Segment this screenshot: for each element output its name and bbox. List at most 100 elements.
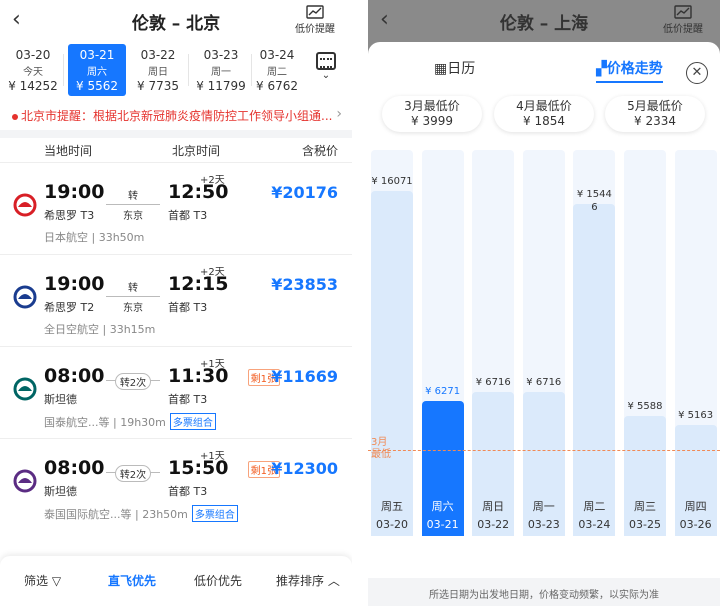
month-low-price: ¥ 2334	[634, 114, 676, 128]
bar-date-label: 03-20	[376, 518, 408, 531]
flight-row[interactable]: 08:00 斯坦德 转2次 +1天 15:50 首都 T3 剩1张 ¥12300 泰国国际航空.…	[0, 438, 352, 530]
month-low-label: 5月最低价	[627, 99, 683, 113]
bar-03-23	[522, 391, 565, 536]
bar-value-label: ¥ 6716	[475, 376, 511, 388]
month-low-price: ¥ 3999	[411, 114, 453, 128]
date-week: 周六	[87, 67, 107, 78]
monthly-lows: 3月最低价 ¥ 3999 4月最低价 ¥ 1854 5月最低价 ¥ 2334	[368, 96, 720, 134]
filter-label: 筛选	[24, 574, 49, 588]
recommend-sort-label: 推荐排序	[276, 574, 325, 588]
reference-line-label: 3月 最低	[371, 437, 391, 461]
via-badge: 转2次	[114, 373, 152, 390]
date-item[interactable]: 03-24 周二 ¥ 6762	[254, 44, 300, 96]
trend-chart-icon	[674, 5, 692, 19]
back-chevron-icon[interactable]: ‹	[12, 7, 21, 32]
footnote: 所选日期为出发地日期，价格变动频繁，以实际为准	[368, 578, 720, 606]
calendar-icon	[316, 52, 336, 70]
bar-column-03-24[interactable]: ¥ 1544 6 周二 03-24	[573, 150, 616, 536]
tab-price-trend[interactable]: ▞价格走势	[596, 58, 663, 83]
departure-time: 08:00	[44, 457, 105, 479]
via-line	[106, 204, 160, 205]
bar-03-25	[624, 415, 666, 536]
price-trend-sheet: ▦日历 ▞价格走势 ✕ 3月最低价 ¥ 3999 4月最低价 ¥ 1854 5月最低…	[368, 42, 720, 606]
departure-time: 19:00	[44, 181, 105, 203]
bar-03-24	[573, 204, 616, 536]
bar-column-03-21[interactable]: ¥ 6271 周六 03-21	[421, 150, 464, 536]
bar-column-03-22[interactable]: ¥ 6716 周日 03-22	[472, 150, 515, 536]
date-strip: 03-20 今天 ¥ 14252 03-21 周六 ¥ 5562 03-22 周日 ¥ 77…	[0, 44, 352, 98]
panel-divider	[352, 0, 368, 606]
bar-03-20	[371, 190, 413, 536]
bar-value-label: ¥ 6271	[425, 386, 461, 398]
airline-logo-icon	[13, 193, 37, 217]
flight-meta: 全日空航空 | 33h15m	[44, 323, 156, 336]
tab-calendar[interactable]: ▦日历	[434, 58, 475, 78]
flight-meta: 日本航空 | 33h50m	[44, 231, 145, 244]
price-trend-chart: ¥ 16071 周五 03-20 ¥ 6271 周六 03-21 ¥ 6716 周日 03-22…	[368, 150, 720, 536]
arrival-time: 12:15	[168, 273, 229, 295]
date-item-selected[interactable]: 03-21 周六 ¥ 5562	[68, 44, 126, 96]
date-divider	[251, 54, 252, 86]
date-price: ¥ 7735	[137, 79, 179, 93]
month-low-label: 4月最低价	[516, 99, 572, 113]
flight-row[interactable]: 08:00 斯坦德 转2次 +1天 11:30 首都 T3 剩1张 ¥11669 国泰航空...…	[0, 346, 352, 438]
close-icon[interactable]: ✕	[686, 62, 708, 84]
flight-row[interactable]: 19:00 希思罗 T2 转东京 +2天 12:15 首都 T3 ¥23853 全日空航空 |…	[0, 254, 352, 346]
month-low-card[interactable]: 3月最低价 ¥ 3999	[382, 96, 482, 132]
date-price: ¥ 11799	[196, 79, 246, 93]
multi-ticket-badge: 多票组合	[169, 413, 216, 430]
bar-weekday-label: 周三	[634, 500, 656, 513]
low-price-alert-button[interactable]: 低价提醒	[290, 5, 340, 35]
airline-logo-icon	[13, 469, 37, 493]
col-local-time: 当地时间	[44, 144, 93, 158]
bar-date-label: 03-22	[477, 518, 510, 531]
day-offset: +2天	[200, 175, 225, 186]
low-price-alert-button[interactable]: 低价提醒	[658, 5, 708, 35]
month-low-card[interactable]: 4月最低价 ¥ 1854	[494, 96, 594, 132]
calendar-button[interactable]: ⌄	[308, 52, 344, 81]
departure-time: 08:00	[44, 365, 105, 387]
bar-column-03-25[interactable]: ¥ 5588 周三 03-25	[624, 150, 666, 536]
bar-column-03-20[interactable]: ¥ 16071 周五 03-20	[371, 150, 413, 536]
flight-price: ¥23853	[271, 275, 338, 294]
flight-row[interactable]: 19:00 希思罗 T3 转东京 +2天 12:50 首都 T3 ¥20176 日本航空 | …	[0, 162, 352, 254]
date-item[interactable]: 03-22 周日 ¥ 7735	[129, 44, 189, 96]
month-low-card[interactable]: 5月最低价 ¥ 2334	[605, 96, 705, 132]
airline-logo-icon	[13, 377, 37, 401]
bar-date-label: 03-21	[426, 518, 459, 531]
date-day: 03-21	[79, 48, 115, 62]
route-title: 伦敦 – 上海	[499, 14, 589, 34]
seats-left-badge: 剩1张	[247, 461, 280, 478]
departure-airport: 希思罗 T3	[44, 209, 95, 222]
date-item[interactable]: 03-20 今天 ¥ 14252	[4, 44, 64, 96]
date-week: 周日	[148, 67, 168, 78]
reference-label-month: 3月	[371, 437, 388, 449]
bar-column-03-23[interactable]: ¥ 6716 周一 03-23	[522, 150, 565, 536]
bar-value-label: ¥ 16071	[371, 175, 413, 187]
low-price-alert-label: 低价提醒	[295, 24, 335, 35]
bar-date-label: 03-23	[527, 518, 560, 531]
arrival-airport: 首都 T3	[168, 209, 208, 222]
notice-text: 北京市提醒：根据北京新冠肺炎疫情防控工作领导小组通...	[21, 109, 333, 123]
arrival-time: 12:50	[168, 181, 229, 203]
low-price-first-button[interactable]: 低价优先	[194, 574, 243, 588]
transfer-info: 转东京	[106, 187, 160, 222]
tab-calendar-label: 日历	[447, 61, 476, 77]
flight-price: ¥11669	[271, 367, 338, 386]
transfer-info: 转东京	[106, 279, 160, 314]
bar-date-label: 03-25	[629, 518, 661, 531]
day-offset: +1天	[200, 451, 225, 462]
recommend-sort-button[interactable]: 推荐排序 ︿	[276, 572, 340, 589]
airline-name: 全日空航空	[44, 323, 99, 336]
back-chevron-icon[interactable]: ‹	[380, 7, 389, 32]
date-item[interactable]: 03-23 周一 ¥ 11799	[192, 44, 252, 96]
bar-weekday-label: 周四	[684, 500, 707, 513]
bar-column-03-26[interactable]: ¥ 5163 周四 03-26	[674, 150, 717, 536]
direct-first-button[interactable]: 直飞优先	[108, 574, 157, 588]
trend-chart-icon	[306, 5, 324, 19]
date-day: 03-24	[259, 48, 295, 62]
notice-bar[interactable]: 北京市提醒：根据北京新冠肺炎疫情防控工作领导小组通... ›	[0, 102, 352, 128]
filter-funnel-icon: ▽	[51, 574, 62, 588]
arrival-time: 15:50	[168, 457, 229, 479]
filter-button[interactable]: 筛选 ▽	[24, 572, 61, 589]
